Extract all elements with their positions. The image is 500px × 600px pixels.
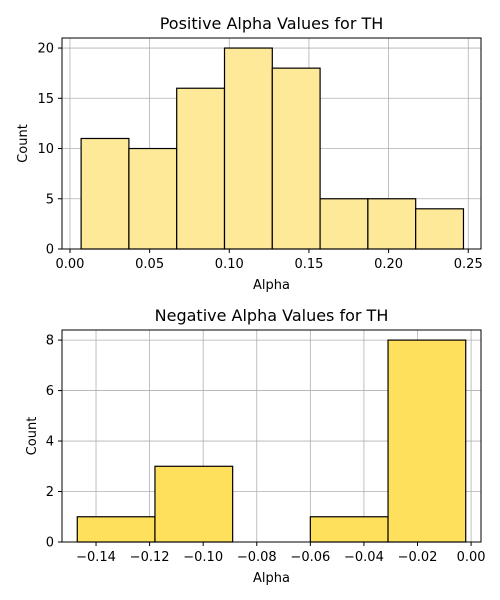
- chart1-bar-1: [128, 147, 178, 250]
- chart2-xtick-label-1: −0.12: [130, 550, 170, 565]
- chart1-ytick-label-0: 0: [46, 243, 54, 258]
- chart1-xtick-label-0: 0.00: [55, 257, 84, 272]
- chart1-xtick-label-5: 0.25: [454, 257, 483, 272]
- chart1-ylabel: Count: [16, 124, 31, 163]
- chart2-axes-frame: [61, 329, 482, 543]
- chart1-xtick-label-1: 0.05: [135, 257, 164, 272]
- chart1-bar-3: [223, 47, 273, 250]
- chart2-xtick-label-4: −0.06: [290, 550, 330, 565]
- chart2-xtick-label-0: −0.14: [76, 550, 116, 565]
- chart1-ytick-label-1: 5: [46, 192, 54, 207]
- chart1-axes-frame: [61, 37, 482, 250]
- chart2-ytick-label-2: 4: [46, 435, 54, 450]
- chart1-bar-4: [271, 67, 321, 250]
- chart2-bar-3: [309, 516, 389, 543]
- chart2-ytick-label-0: 0: [46, 536, 54, 551]
- chart1-bar-5: [319, 198, 369, 250]
- chart1-ytick-label-4: 20: [37, 42, 54, 57]
- chart2-bar-1: [154, 465, 234, 543]
- chart2-ylabel: Count: [25, 417, 40, 456]
- chart1-xtick-label-4: 0.20: [374, 257, 403, 272]
- chart1-bar-2: [176, 87, 226, 250]
- chart1-xlabel: Alpha: [253, 278, 290, 293]
- chart2-xtick-label-3: −0.08: [237, 550, 277, 565]
- chart1-bar-6: [367, 198, 417, 250]
- chart2-title: Negative Alpha Values for TH: [155, 306, 389, 325]
- chart2-xlabel: Alpha: [253, 571, 290, 586]
- chart2-ytick-label-1: 2: [46, 485, 54, 500]
- chart2-xtick-label-6: −0.02: [398, 550, 438, 565]
- chart2-ytick-label-4: 8: [46, 334, 54, 349]
- chart1-title: Positive Alpha Values for TH: [160, 14, 384, 33]
- chart2-xtick-label-7: 0.00: [457, 550, 486, 565]
- chart1-ytick-label-3: 15: [37, 92, 54, 107]
- chart2-ytick-label-3: 6: [46, 384, 54, 399]
- chart2-bar-4: [387, 339, 467, 543]
- chart2-xtick-label-5: −0.04: [344, 550, 384, 565]
- chart1-bar-7: [415, 208, 465, 250]
- chart2-xtick-label-2: −0.10: [183, 550, 223, 565]
- chart1-bar-0: [80, 137, 130, 250]
- chart1-xtick-label-3: 0.15: [294, 257, 323, 272]
- chart2-bar-0: [76, 516, 156, 543]
- chart1-ytick-label-2: 10: [37, 142, 54, 157]
- chart1-xtick-label-2: 0.10: [215, 257, 244, 272]
